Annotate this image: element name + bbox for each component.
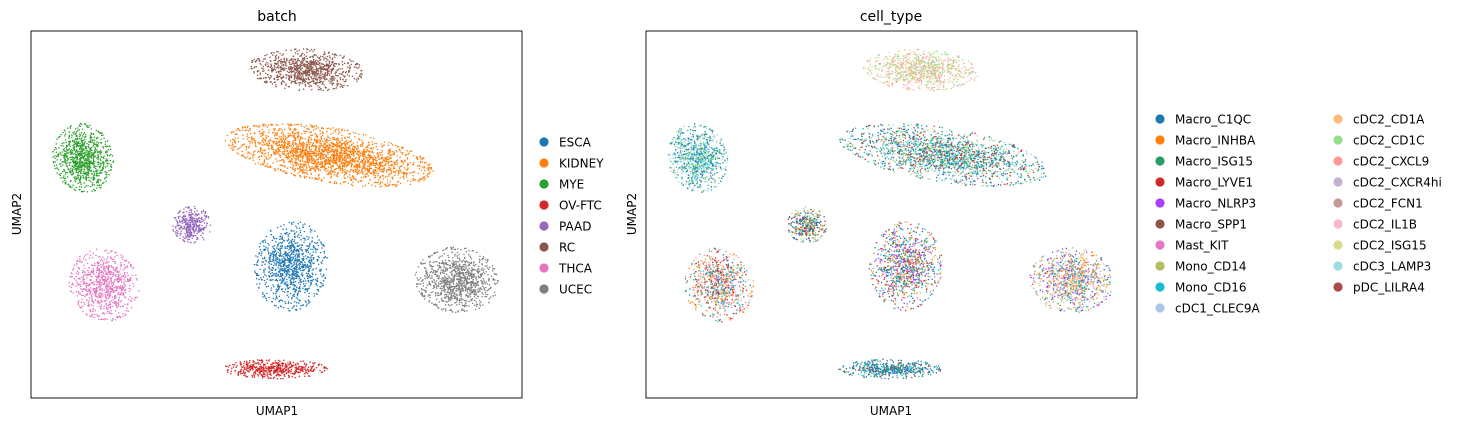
legend-item: MYE: [539, 178, 584, 192]
legend-label: Macro_NLRP3: [1175, 197, 1256, 211]
legend-item: KIDNEY: [539, 157, 604, 171]
legend-marker: [1155, 198, 1165, 208]
legend-item: UCEC: [539, 283, 592, 297]
legend-marker: [1155, 282, 1165, 292]
legend-item: RC: [539, 241, 575, 255]
legend-label: cDC2_CXCL9: [1353, 155, 1429, 169]
legend-marker: [1155, 303, 1165, 313]
legend-marker: [539, 200, 549, 210]
legend-label: Macro_INHBA: [1175, 134, 1256, 148]
legend-item: cDC2_ISG15: [1333, 239, 1427, 253]
legend-marker: [539, 284, 549, 294]
legend-marker: [1333, 219, 1343, 229]
legend-marker: [539, 242, 549, 252]
legend-marker: [539, 158, 549, 168]
cell-type-points: [668, 48, 1112, 380]
batch-legend: ESCA KIDNEY MYE OV-FTC PAAD RC THCA UCEC: [539, 136, 604, 297]
legend-label: OV-FTC: [559, 199, 602, 213]
legend-item: Macro_INHBA: [1155, 134, 1256, 148]
legend-label: cDC2_CD1A: [1353, 113, 1425, 127]
legend-label: Macro_C1QC: [1175, 113, 1251, 127]
legend-item: Mast_KIT: [1155, 239, 1229, 253]
legend-item: cDC1_CLEC9A: [1155, 302, 1261, 316]
legend-item: Macro_C1QC: [1155, 113, 1251, 127]
cell-type-plot-frame: [645, 30, 1138, 399]
cell-type-legend: Macro_C1QC Macro_INHBA Macro_ISG15 Macro_LY…: [1155, 113, 1442, 316]
legend-label: Macro_LYVE1: [1175, 176, 1253, 190]
legend-marker: [1155, 114, 1165, 124]
legend-item: cDC2_IL1B: [1333, 218, 1417, 232]
cell-type-panel: cell_type UMAP1 UMAP2 Macro_C1QC Macro_IN…: [625, 9, 1442, 418]
cell-type-ylabel: UMAP2: [625, 193, 639, 235]
legend-item: Macro_SPP1: [1155, 218, 1247, 232]
legend-item: Mono_CD14: [1155, 260, 1247, 274]
legend-marker: [1333, 177, 1343, 187]
legend-marker: [1333, 114, 1343, 124]
legend-label: RC: [559, 241, 575, 255]
legend-marker: [1333, 240, 1343, 250]
legend-label: cDC2_ISG15: [1353, 239, 1427, 253]
legend-label: cDC2_FCN1: [1353, 197, 1423, 211]
legend-marker: [539, 137, 549, 147]
legend-item: cDC2_CD1C: [1333, 134, 1424, 148]
legend-label: Macro_SPP1: [1175, 218, 1247, 232]
legend-label: Macro_ISG15: [1175, 155, 1253, 169]
legend-marker: [1155, 135, 1165, 145]
legend-marker: [1333, 282, 1343, 292]
legend-item: cDC3_LAMP3: [1333, 260, 1431, 274]
legend-item: cDC2_CXCR4hi: [1333, 176, 1442, 190]
legend-item: Macro_ISG15: [1155, 155, 1253, 169]
legend-item: cDC2_CXCL9: [1333, 155, 1429, 169]
legend-label: Mono_CD16: [1175, 281, 1247, 295]
legend-item: Mono_CD16: [1155, 281, 1247, 295]
legend-label: pDC_LILRA4: [1353, 281, 1425, 295]
legend-label: PAAD: [559, 220, 591, 234]
legend-marker: [1333, 198, 1343, 208]
batch-title: batch: [257, 9, 297, 25]
legend-item: cDC2_CD1A: [1333, 113, 1425, 127]
legend-item: pDC_LILRA4: [1333, 281, 1425, 295]
legend-label: THCA: [558, 262, 593, 276]
legend-marker: [1155, 156, 1165, 166]
legend-marker: [1333, 156, 1343, 166]
legend-label: MYE: [559, 178, 584, 192]
legend-marker: [1155, 240, 1165, 250]
legend-label: cDC2_IL1B: [1353, 218, 1417, 232]
legend-item: Macro_LYVE1: [1155, 176, 1253, 190]
legend-label: cDC2_CXCR4hi: [1353, 176, 1442, 190]
legend-label: ESCA: [559, 136, 592, 150]
legend-label: Mono_CD14: [1175, 260, 1247, 274]
legend-label: cDC3_LAMP3: [1353, 260, 1431, 274]
legend-label: KIDNEY: [559, 157, 604, 171]
legend-label: cDC1_CLEC9A: [1175, 302, 1261, 316]
legend-marker: [539, 263, 549, 273]
legend-item: ESCA: [539, 136, 592, 150]
legend-label: cDC2_CD1C: [1353, 134, 1424, 148]
legend-item: PAAD: [539, 220, 591, 234]
legend-item: cDC2_FCN1: [1333, 197, 1423, 211]
batch-panel: batch UMAP1 UMAP2 ESCA KIDNEY MYE OV-FTC PAA…: [10, 9, 604, 418]
legend-marker: [1333, 261, 1343, 271]
legend-marker: [1155, 219, 1165, 229]
legend-item: OV-FTC: [539, 199, 602, 213]
legend-marker: [1333, 135, 1343, 145]
legend-item: THCA: [539, 262, 593, 276]
batch-ylabel: UMAP2: [10, 193, 24, 235]
batch-plot-frame: [30, 30, 523, 399]
legend-label: Mast_KIT: [1175, 239, 1229, 253]
legend-marker: [539, 221, 549, 231]
legend-label: UCEC: [559, 283, 592, 297]
cell-type-xlabel: UMAP1: [870, 404, 912, 418]
legend-marker: [539, 179, 549, 189]
legend-marker: [1155, 261, 1165, 271]
legend-item: Macro_NLRP3: [1155, 197, 1256, 211]
batch-xlabel: UMAP1: [256, 404, 298, 418]
cell-type-title: cell_type: [860, 9, 922, 25]
batch-points: [52, 48, 500, 380]
legend-marker: [1155, 177, 1165, 187]
